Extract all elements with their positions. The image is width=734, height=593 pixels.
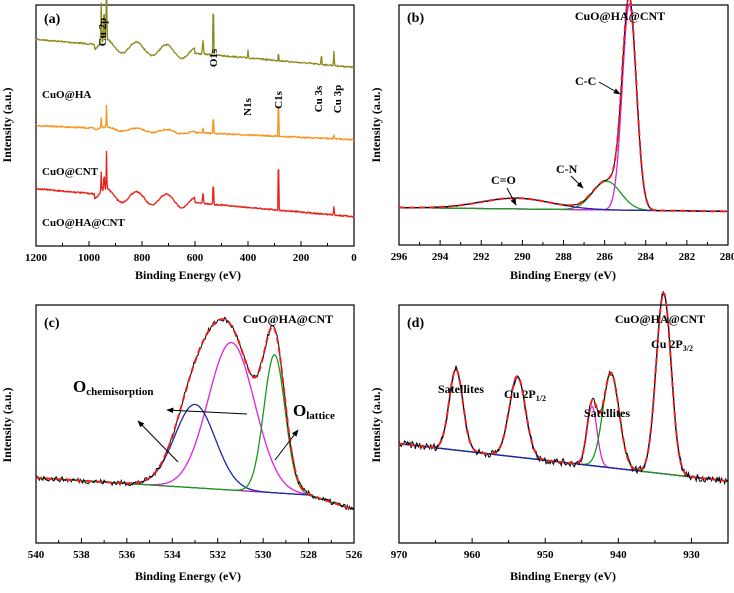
- x-tick-label: 294: [432, 251, 449, 263]
- x-tick-label: 526: [346, 549, 363, 561]
- x-tick-label: 800: [134, 252, 151, 264]
- panel-a-survey: 1200 1000 800 600 400 200 0 (a) Binding Energy…: [0, 0, 357, 282]
- x-tick-label: 532: [209, 549, 226, 561]
- annotation-cu2p12: Cu 2P1/2: [504, 387, 546, 403]
- panel-b-c1s: 296 294 292 290 288 286 284 282 280 (b) CuO@HA@C…: [369, 0, 734, 282]
- panel-b-curves: [398, 0, 728, 213]
- panel-a-frame: [35, 4, 355, 247]
- peak-label-o1s: O1s: [208, 48, 220, 67]
- panel-c-sample-label: CuO@HA@CNT: [243, 312, 333, 326]
- panel-c-letter: (c): [44, 316, 60, 331]
- panel-c-x-ticks: 540 538 536 534 532 530 528 526: [28, 538, 363, 561]
- panel-a-curves: [35, 0, 355, 218]
- panel-b-sample-label: CuO@HA@CNT: [575, 9, 665, 23]
- envelope-fit-line: [35, 318, 355, 511]
- peak-label-cu2p: Cu 2p: [97, 18, 109, 46]
- x-tick-label: 930: [683, 549, 700, 561]
- x-tick-label: 280: [720, 251, 734, 263]
- panel-d-frame: [398, 304, 729, 544]
- annotation-o-lattice: Olattice: [293, 401, 335, 422]
- panel-b-x-ticks: 296 294 292 290 288 286 284 282 280: [391, 240, 734, 263]
- panel-c-xlabel: Binding Energy (eV): [135, 569, 241, 583]
- arrow-chemisorption-1: [166, 407, 248, 415]
- annotation-c-c: C-C: [575, 74, 596, 88]
- panel-b-ylabel: Intensity (a.u.): [369, 87, 383, 162]
- panel-b-xlabel: Binding Energy (eV): [510, 268, 616, 282]
- x-tick-label: 0: [351, 252, 357, 264]
- fit-component-line: [398, 405, 729, 482]
- fit-component-line: [399, 3, 727, 213]
- x-tick-label: 288: [555, 251, 572, 263]
- panel-d-x-ticks: 970 960 950 940 930: [391, 538, 700, 561]
- survey-series-line: [35, 104, 355, 141]
- panel-a-x-ticks: 1200 1000 800 600 400 200 0: [25, 241, 357, 264]
- raw-data-line: [35, 316, 355, 511]
- x-tick-label: 292: [473, 251, 490, 263]
- x-tick-label: 600: [187, 252, 204, 264]
- panel-d-sample-label: CuO@HA@CNT: [615, 312, 705, 326]
- panel-d-ylabel: Intensity (a.u.): [369, 387, 383, 462]
- panel-c-curves: [35, 316, 355, 511]
- panel-a-xlabel: Binding Energy (eV): [135, 268, 241, 282]
- panel-d-letter: (d): [407, 316, 424, 331]
- arrow-lattice: [274, 429, 299, 461]
- annotation-satellites-1: Satellites: [438, 382, 484, 396]
- envelope-fit-line: [398, 291, 729, 483]
- panel-a-letter: (a): [44, 12, 61, 27]
- x-tick-label: 940: [610, 549, 627, 561]
- envelope-fit-line: [399, 0, 727, 213]
- annotation-o-chemisorption: Ochemisorption: [73, 377, 153, 398]
- x-tick-label: 1000: [78, 252, 101, 264]
- peak-label-cu3p: Cu 3p: [332, 85, 344, 113]
- peak-label-n1s: N1s: [242, 97, 254, 115]
- panel-c-o1s: 540 538 536 534 532 530 528 526 (c) CuO@HA@CNT …: [0, 304, 363, 583]
- annotation-satellites-2: Satellites: [584, 406, 630, 420]
- series-label-cuo-ha: CuO@HA: [42, 89, 91, 101]
- raw-data-line: [398, 0, 728, 213]
- panel-c-frame: [35, 304, 355, 544]
- x-tick-label: 536: [119, 549, 136, 561]
- annotation-c-o: C=O: [491, 173, 516, 187]
- arrow-chemisorption-2: [137, 420, 179, 463]
- panel-c-ylabel: Intensity (a.u.): [0, 387, 14, 462]
- x-tick-label: 284: [638, 251, 655, 263]
- panel-b-letter: (b): [407, 11, 424, 26]
- x-tick-label: 1200: [25, 252, 48, 264]
- panel-d-xlabel: Binding Energy (eV): [510, 569, 616, 583]
- survey-series-line: [35, 0, 355, 69]
- panel-a-ylabel: Intensity (a.u.): [0, 87, 14, 162]
- series-label-cuo-ha-cnt: CuO@HA@CNT: [42, 217, 125, 229]
- x-tick-label: 960: [464, 549, 481, 561]
- panel-d-curves: [398, 290, 729, 486]
- peak-label-c1s: C1s: [273, 90, 285, 108]
- arrow-c-n: [570, 175, 584, 189]
- arrow-c-o: [506, 187, 517, 206]
- survey-series-line: [35, 150, 355, 218]
- x-tick-label: 950: [537, 549, 554, 561]
- x-tick-label: 282: [679, 251, 696, 263]
- x-tick-label: 290: [514, 251, 531, 263]
- fit-component-line: [35, 341, 355, 511]
- x-tick-label: 200: [293, 252, 310, 264]
- annotation-cu2p32: Cu 2P3/2: [651, 337, 693, 353]
- x-tick-label: 286: [596, 251, 613, 263]
- arrow-c-c: [598, 81, 621, 95]
- annotation-c-n: C-N: [556, 162, 578, 176]
- x-tick-label: 400: [240, 252, 257, 264]
- x-tick-label: 528: [300, 549, 317, 561]
- x-tick-label: 534: [164, 549, 181, 561]
- x-tick-label: 538: [73, 549, 90, 561]
- x-tick-label: 530: [255, 549, 272, 561]
- peak-label-cu3s: Cu 3s: [313, 85, 325, 112]
- x-tick-label: 296: [391, 251, 408, 263]
- x-tick-label: 970: [391, 549, 408, 561]
- x-tick-label: 540: [28, 549, 45, 561]
- series-label-cuo-cnt: CuO@CNT: [42, 166, 99, 178]
- panel-d-cu2p: 970 960 950 940 930 (d) CuO@HA@CNT Binding E…: [369, 290, 729, 583]
